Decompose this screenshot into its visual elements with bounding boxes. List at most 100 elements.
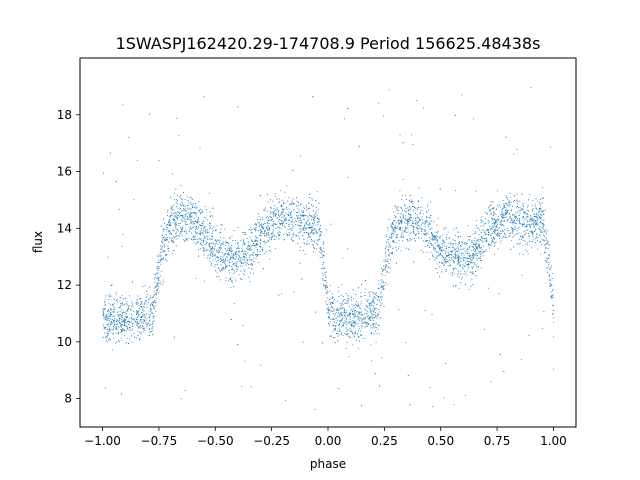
data-point bbox=[110, 312, 112, 313]
data-point bbox=[318, 202, 320, 204]
data-point bbox=[120, 319, 122, 320]
data-point bbox=[264, 230, 266, 232]
data-point bbox=[193, 238, 195, 240]
data-point bbox=[180, 229, 182, 231]
data-point bbox=[401, 207, 402, 209]
data-point bbox=[516, 207, 518, 209]
data-point bbox=[382, 288, 384, 290]
data-point bbox=[452, 250, 454, 251]
data-point bbox=[284, 226, 286, 228]
data-point bbox=[370, 311, 372, 312]
data-point bbox=[477, 246, 479, 248]
data-point bbox=[388, 246, 390, 248]
data-point bbox=[475, 270, 476, 272]
data-point bbox=[480, 267, 482, 269]
data-point bbox=[270, 233, 272, 234]
data-point bbox=[521, 274, 523, 276]
data-point bbox=[216, 276, 218, 277]
data-point bbox=[383, 115, 384, 117]
data-point bbox=[157, 255, 159, 257]
data-point bbox=[474, 237, 476, 239]
data-point bbox=[442, 239, 444, 241]
data-point bbox=[529, 219, 531, 221]
data-point bbox=[333, 337, 334, 339]
data-point bbox=[302, 210, 304, 212]
data-point bbox=[490, 204, 492, 206]
data-point bbox=[310, 216, 312, 218]
data-point bbox=[135, 317, 137, 319]
data-point bbox=[262, 241, 264, 243]
data-point bbox=[490, 234, 492, 236]
data-point bbox=[205, 229, 207, 231]
data-point bbox=[515, 215, 517, 217]
data-point bbox=[349, 321, 351, 323]
data-point bbox=[152, 315, 154, 317]
data-point bbox=[504, 233, 506, 235]
data-point bbox=[322, 243, 324, 245]
data-point bbox=[337, 340, 339, 342]
data-point bbox=[139, 331, 141, 333]
data-point bbox=[137, 326, 139, 328]
data-point bbox=[408, 221, 410, 222]
data-point bbox=[354, 310, 356, 312]
data-point bbox=[361, 283, 363, 285]
data-point bbox=[518, 226, 520, 228]
data-point bbox=[185, 221, 187, 223]
data-point bbox=[355, 332, 356, 334]
data-point bbox=[117, 328, 119, 330]
data-point bbox=[418, 233, 419, 235]
data-point bbox=[498, 234, 500, 236]
data-point bbox=[149, 286, 150, 288]
data-point bbox=[539, 229, 541, 230]
data-point bbox=[460, 258, 462, 260]
data-point bbox=[121, 328, 123, 330]
data-point bbox=[224, 260, 226, 262]
data-point bbox=[312, 227, 313, 229]
data-point bbox=[143, 317, 145, 319]
data-point bbox=[380, 291, 382, 293]
data-point bbox=[329, 335, 331, 337]
data-point bbox=[314, 241, 316, 243]
data-point bbox=[509, 196, 511, 198]
data-point bbox=[434, 248, 436, 250]
data-point bbox=[460, 261, 461, 262]
data-point bbox=[354, 306, 356, 308]
data-point bbox=[342, 322, 344, 324]
data-point bbox=[317, 218, 319, 219]
data-point bbox=[108, 326, 110, 328]
data-point bbox=[158, 255, 160, 257]
data-point bbox=[536, 235, 537, 237]
data-point bbox=[541, 223, 543, 225]
data-point bbox=[541, 187, 543, 189]
data-point bbox=[473, 118, 474, 120]
data-point bbox=[532, 225, 534, 227]
data-point bbox=[503, 207, 504, 209]
data-point bbox=[106, 329, 108, 330]
data-point bbox=[190, 214, 191, 216]
data-point bbox=[261, 226, 263, 228]
data-point bbox=[173, 336, 175, 338]
data-point bbox=[185, 238, 187, 240]
data-point bbox=[419, 207, 421, 209]
data-point bbox=[286, 185, 288, 187]
data-point bbox=[176, 218, 178, 220]
data-point bbox=[466, 253, 468, 255]
data-point bbox=[218, 276, 220, 278]
data-point bbox=[177, 211, 179, 212]
data-point bbox=[237, 242, 239, 244]
data-point bbox=[505, 212, 507, 214]
data-point bbox=[339, 323, 340, 325]
data-point bbox=[162, 241, 164, 243]
data-point bbox=[387, 241, 389, 243]
data-point bbox=[312, 232, 314, 234]
data-point bbox=[550, 291, 552, 293]
data-point bbox=[377, 324, 379, 326]
data-point bbox=[398, 245, 400, 247]
data-point bbox=[237, 258, 239, 260]
data-point bbox=[531, 233, 533, 234]
data-point bbox=[243, 258, 245, 260]
data-point bbox=[475, 244, 477, 246]
data-point bbox=[407, 374, 409, 376]
data-point bbox=[167, 248, 169, 249]
data-point bbox=[372, 318, 374, 319]
